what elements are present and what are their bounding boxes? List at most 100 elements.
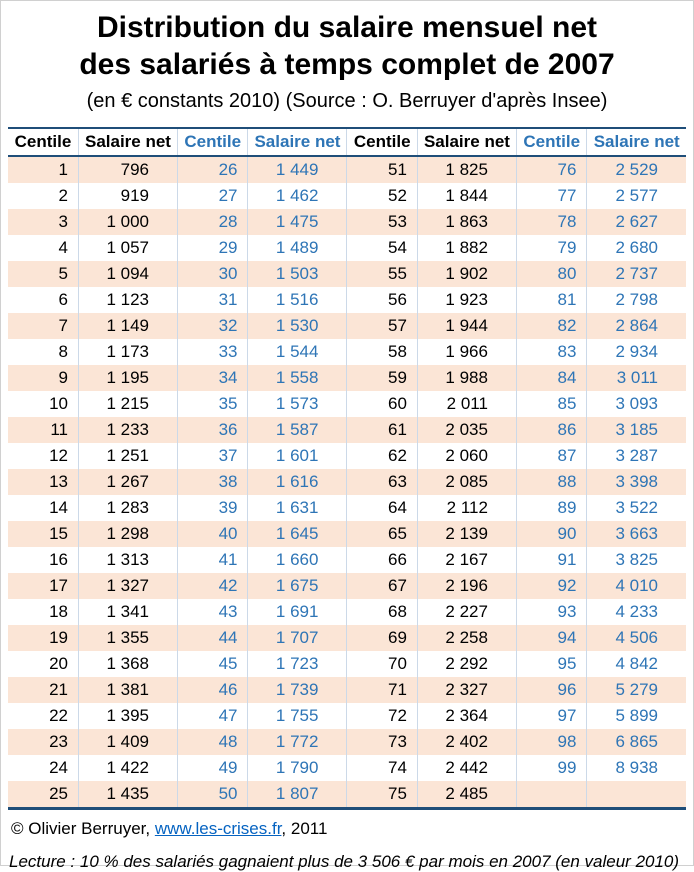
centile-cell: 95 [515,651,587,677]
salaire-net-cell: 2 167 [416,547,517,573]
centile-cell: 15 [49,524,68,543]
salaire-net-cell: 2 864 [586,313,686,339]
salaire-net-cell: 1 631 [247,495,347,521]
salaire-net-cell: 796 [78,156,178,183]
centile-cell: 37 [176,443,248,469]
salaire-net-cell: 2 292 [416,651,517,677]
salaire-net-cell: 1 395 [78,703,178,729]
centile-cell: 17 [49,576,68,595]
centile-cell: 78 [515,209,587,235]
centile-cell: 24 [49,758,68,777]
centile-cell: 76 [515,156,587,183]
salaire-net-cell: 1 381 [78,677,178,703]
centile-cell: 10 [49,394,68,413]
salaire-net-cell: 3 185 [586,417,686,443]
header-centile: Centile [176,127,248,157]
title-line-2: des salariés à temps complet de 2007 [79,48,615,81]
centile-cell: 73 [346,729,418,755]
centile-cell: 97 [515,703,587,729]
salaire-net-cell: 1 755 [247,703,347,729]
centile-cell: 27 [176,183,248,209]
centile-cell: 54 [346,235,418,261]
salaire-net-cell: 1 094 [78,261,178,287]
salaire-net-cell: 1 283 [78,495,178,521]
salaire-net-cell: 2 798 [586,287,686,313]
salaire-net-cell: 1 057 [78,235,178,261]
centile-cell: 38 [176,469,248,495]
centile-cell: 86 [515,417,587,443]
salaire-net-cell: 1 475 [247,209,347,235]
salaire-net-cell: 3 093 [586,391,686,417]
salaire-net-cell: 1 313 [78,547,178,573]
salaire-net-cell [586,781,686,810]
table-row: 14 1 283 39 1 631 64 2 112 89 3 522 [8,495,686,521]
centile-cell: 50 [176,781,248,810]
centile-cell: 68 [346,599,418,625]
centile-cell: 3 [58,212,68,231]
centile-cell: 9 [58,368,68,387]
salaire-net-cell: 1 355 [78,625,178,651]
centile-cell: 64 [346,495,418,521]
centile-cell: 36 [176,417,248,443]
header-salaire-net: Salaire net [247,127,347,157]
centile-cell: 77 [515,183,587,209]
salaire-net-cell: 1 988 [416,365,517,391]
centile-cell: 79 [515,235,587,261]
table-row: 16 1 313 41 1 660 66 2 167 91 3 825 [8,547,686,573]
page-subtitle: (en € constants 2010) (Source : O. Berru… [86,90,608,112]
salaire-net-cell: 1 298 [78,521,178,547]
table-header-row: Centile Salaire net Centile Salaire net Cent… [8,127,686,157]
salaire-net-cell: 4 010 [586,573,686,599]
table-row: 9 1 195 34 1 558 59 1 988 84 3 011 [8,365,686,391]
salaire-net-cell: 1 739 [247,677,347,703]
centile-cell: 32 [176,313,248,339]
centile-cell: 23 [49,732,68,751]
centile-cell: 91 [515,547,587,573]
centile-cell: 29 [176,235,248,261]
salaire-net-cell: 2 737 [586,261,686,287]
copyright-prefix: © Olivier Berruyer, [11,819,155,838]
les-crises-link[interactable]: www.les-crises.fr [154,819,282,838]
salaire-net-cell: 1 449 [247,156,347,183]
table-row: 11 1 233 36 1 587 61 2 035 86 3 185 [8,417,686,443]
salaire-net-cell: 1 675 [247,573,347,599]
centile-cell: 62 [346,443,418,469]
centile-cell: 41 [176,547,248,573]
centile-cell: 11 [50,420,68,439]
centile-cell: 58 [346,339,418,365]
centile-cell: 87 [515,443,587,469]
centile-cell: 52 [346,183,418,209]
salaire-net-cell: 2 011 [416,391,517,417]
centile-cell: 80 [515,261,587,287]
table-row: 12 1 251 37 1 601 62 2 060 87 3 287 [8,443,686,469]
centile-cell: 25 [8,781,79,810]
centile-cell: 34 [176,365,248,391]
salary-distribution-table: Centile Salaire net Centile Salaire net Cent… [8,127,686,810]
table-row: 1 796 26 1 449 51 1 825 76 2 529 [8,156,686,183]
centile-cell: 40 [176,521,248,547]
centile-cell: 51 [346,156,418,183]
salaire-net-cell: 1 267 [78,469,178,495]
page-title: Distribution du salaire mensuel net des … [1,9,693,83]
salaire-net-cell: 2 258 [416,625,517,651]
salaire-net-cell: 1 790 [247,755,347,781]
salaire-net-cell: 1 966 [416,339,517,365]
centile-cell: 69 [346,625,418,651]
salaire-net-cell: 1 123 [78,287,178,313]
table-row: 22 1 395 47 1 755 72 2 364 97 5 899 [8,703,686,729]
salaire-net-cell: 1 691 [247,599,347,625]
salaire-net-cell: 1 807 [247,781,347,810]
salaire-net-cell: 1 233 [78,417,178,443]
salaire-net-cell: 5 899 [586,703,686,729]
header-salaire-net: Salaire net [586,127,686,157]
centile-cell: 83 [515,339,587,365]
centile-cell: 14 [49,498,68,517]
centile-cell: 47 [176,703,248,729]
salaire-net-cell: 1 825 [416,156,517,183]
centile-cell: 20 [49,654,68,673]
salaire-net-cell: 3 011 [586,365,686,391]
centile-cell: 55 [346,261,418,287]
salaire-net-cell: 2 627 [586,209,686,235]
salaire-net-cell: 2 139 [416,521,517,547]
